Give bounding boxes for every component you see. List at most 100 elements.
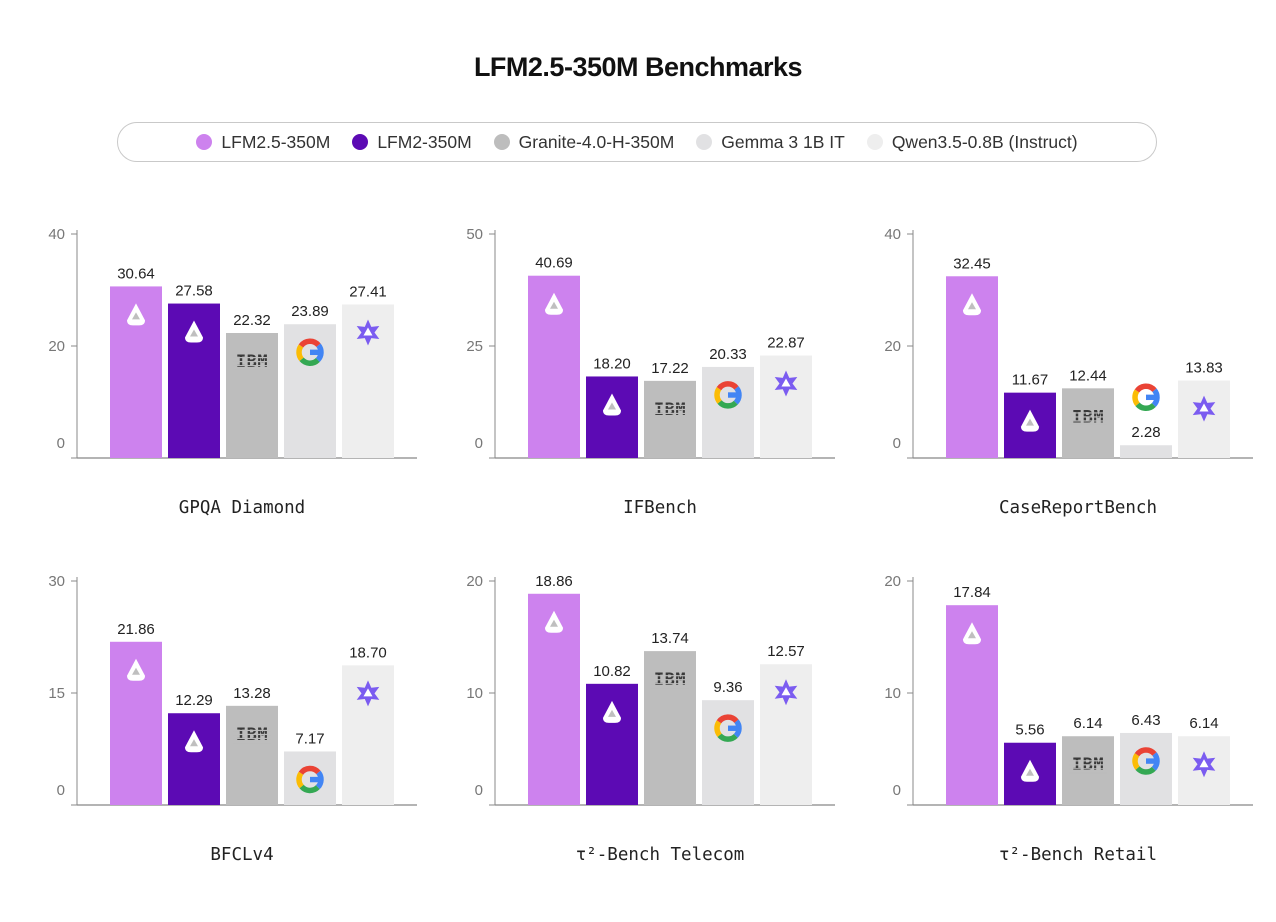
y-tick-label: 30 <box>48 573 65 590</box>
liquid-drop-icon <box>1021 759 1039 782</box>
bar <box>644 380 696 458</box>
google-g-icon <box>296 338 324 366</box>
data-label: 6.43 <box>1131 712 1160 729</box>
data-label: 5.56 <box>1015 722 1044 739</box>
liquid-drop-icon <box>185 320 203 343</box>
google-g-icon <box>714 714 742 742</box>
google-g-icon <box>714 381 742 409</box>
y-tick-label: 20 <box>48 338 65 355</box>
google-g-icon <box>1132 747 1160 775</box>
data-label: 30.64 <box>117 265 155 282</box>
data-label: 32.45 <box>953 255 991 272</box>
y-tick-label: 15 <box>48 685 65 702</box>
chart-title: GPQA Diamond <box>179 498 305 518</box>
data-label: 13.74 <box>651 630 689 647</box>
legend-item: Gemma 3 1B IT <box>696 132 845 153</box>
legend-label: Gemma 3 1B IT <box>721 131 845 152</box>
legend-label: Granite-4.0-H-350M <box>518 131 675 152</box>
qwen-star-icon <box>774 679 798 706</box>
chart-title: CaseReportBench <box>999 498 1157 518</box>
y-tick-label: 0 <box>475 435 483 452</box>
qwen-star-icon <box>356 680 380 707</box>
data-label: 27.58 <box>175 283 213 300</box>
y-tick-label: 20 <box>884 573 901 590</box>
liquid-drop-icon <box>545 610 563 633</box>
data-label: 17.84 <box>953 584 991 601</box>
legend-label: Qwen3.5-0.8B (Instruct) <box>891 131 1078 152</box>
data-label: 13.28 <box>233 685 271 702</box>
legend-item: LFM2-350M <box>352 131 472 153</box>
bar <box>284 324 336 458</box>
data-label: 9.36 <box>713 679 742 696</box>
legend-label: LFM2.5-350M <box>221 131 331 152</box>
data-label: 40.69 <box>535 255 573 272</box>
chart-title: IFBench <box>623 498 697 518</box>
liquid-drop-icon <box>545 292 563 315</box>
y-tick-label: 0 <box>893 435 901 452</box>
bar <box>1120 445 1172 458</box>
qwen-star-icon <box>1192 751 1216 778</box>
y-tick-label: 0 <box>893 782 901 799</box>
legend-item: Qwen3.5-0.8B (Instruct) <box>866 131 1078 153</box>
qwen-star-icon <box>774 370 798 397</box>
bar <box>226 705 278 805</box>
qwen-star-icon <box>1192 395 1216 422</box>
y-tick-label: 0 <box>57 435 65 452</box>
bar <box>1120 732 1172 805</box>
bar <box>1062 388 1114 458</box>
data-label: 12.57 <box>767 643 805 660</box>
data-label: 21.86 <box>117 621 155 638</box>
y-tick-label: 40 <box>884 226 901 243</box>
data-label: 2.28 <box>1131 424 1160 441</box>
data-label: 22.32 <box>233 312 271 329</box>
bar <box>644 651 696 805</box>
legend-swatch <box>493 134 510 150</box>
y-tick-label: 20 <box>884 338 901 355</box>
liquid-drop-icon <box>603 393 621 416</box>
data-label: 18.86 <box>535 573 573 590</box>
y-tick-label: 10 <box>884 685 901 702</box>
legend-label: LFM2-350M <box>377 131 472 152</box>
data-label: 12.29 <box>175 692 213 709</box>
bar <box>1062 736 1114 805</box>
liquid-drop-icon <box>127 658 145 681</box>
chart-title: τ²-Bench Telecom <box>576 845 745 865</box>
google-g-icon <box>1132 383 1160 411</box>
data-label: 6.14 <box>1189 715 1218 732</box>
data-label: 10.82 <box>593 663 631 680</box>
data-label: 6.14 <box>1073 715 1102 732</box>
data-label: 17.22 <box>651 360 689 377</box>
data-label: 27.41 <box>349 284 387 301</box>
y-tick-label: 20 <box>466 573 483 590</box>
data-label: 18.20 <box>593 355 631 372</box>
data-label: 12.44 <box>1069 367 1107 384</box>
y-tick-label: 40 <box>48 226 65 243</box>
qwen-star-icon <box>356 319 380 346</box>
legend-swatch <box>696 134 713 150</box>
legend-swatch <box>352 134 369 150</box>
legend-item: LFM2.5-350M <box>196 132 330 153</box>
liquid-drop-icon <box>963 622 981 645</box>
liquid-drop-icon <box>1021 409 1039 432</box>
y-tick-label: 0 <box>475 782 483 799</box>
liquid-drop-icon <box>185 730 203 753</box>
data-label: 23.89 <box>291 303 329 320</box>
google-g-icon <box>296 765 324 794</box>
bar <box>702 366 754 458</box>
liquid-drop-icon <box>603 700 621 723</box>
chart-title: BFCLv4 <box>210 845 273 865</box>
data-label: 7.17 <box>295 730 324 747</box>
bar <box>226 333 278 458</box>
y-tick-label: 10 <box>466 685 483 702</box>
data-label: 18.70 <box>349 644 387 661</box>
liquid-drop-icon <box>963 293 981 316</box>
y-tick-label: 0 <box>57 782 65 799</box>
bar <box>168 713 220 805</box>
page-title: LFM2.5-350M Benchmarks <box>473 52 803 82</box>
legend: LFM2.5-350M LFM2-350M Granite-4.0-H-350M Ge… <box>117 122 1157 162</box>
